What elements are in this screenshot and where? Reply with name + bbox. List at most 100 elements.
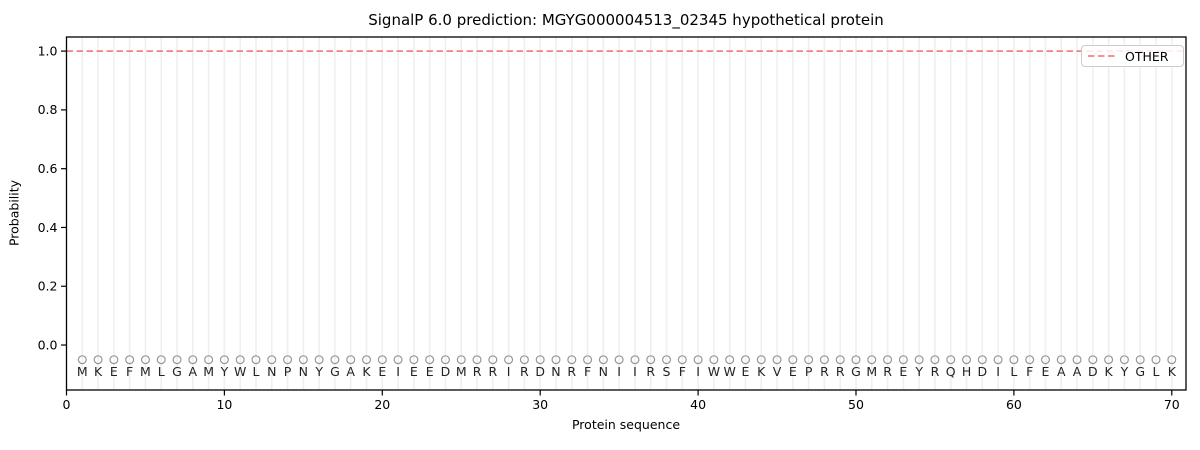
x-axis-label: Protein sequence xyxy=(571,417,681,432)
residue-marker xyxy=(425,355,435,365)
residue-marker xyxy=(314,355,324,365)
residue-letter: E xyxy=(899,364,907,379)
residue-marker xyxy=(551,355,561,365)
residue-marker xyxy=(1119,355,1129,365)
residue-marker xyxy=(298,355,308,365)
residue-marker xyxy=(835,355,845,365)
x-tick-label: 10 xyxy=(216,397,232,412)
residue-marker xyxy=(204,355,214,365)
residue-letter: F xyxy=(584,364,591,379)
residue-letter: W xyxy=(234,364,246,379)
residue-marker xyxy=(693,355,703,365)
residue-letter: F xyxy=(1026,364,1033,379)
residue-marker xyxy=(456,355,466,365)
residue-letter: K xyxy=(1105,364,1114,379)
residue-letter: L xyxy=(158,364,165,379)
residue-marker xyxy=(188,355,198,365)
residue-marker xyxy=(1025,355,1035,365)
residue-letter: R xyxy=(836,364,845,379)
residue-marker xyxy=(946,355,956,365)
x-tick-label: 30 xyxy=(532,397,548,412)
residue-letter: A xyxy=(346,364,355,379)
chart-title: SignalP 6.0 prediction: MGYG000004513_02… xyxy=(368,11,884,29)
residue-marker xyxy=(646,355,656,365)
residue-letter: R xyxy=(820,364,829,379)
residue-marker xyxy=(251,355,261,365)
residue-letter: S xyxy=(663,364,671,379)
residue-marker xyxy=(725,355,735,365)
residue-letter: A xyxy=(189,364,198,379)
residue-letter: Y xyxy=(1120,364,1129,379)
legend: OTHER xyxy=(1081,45,1184,67)
residue-letter: M xyxy=(456,364,467,379)
residue-marker xyxy=(140,355,150,365)
residue-letter: N xyxy=(551,364,560,379)
residue-marker xyxy=(1040,355,1050,365)
residue-letter: K xyxy=(757,364,766,379)
residue-marker xyxy=(504,355,514,365)
residue-marker xyxy=(330,355,340,365)
residue-marker xyxy=(393,355,403,365)
residue-letter: M xyxy=(77,364,88,379)
legend-dashed-line-sample xyxy=(1088,55,1117,57)
residue-marker xyxy=(1167,355,1177,365)
residue-letter: G xyxy=(851,364,861,379)
residue-letter: K xyxy=(94,364,103,379)
residue-letter: R xyxy=(520,364,529,379)
residue-marker xyxy=(898,355,908,365)
residue-letter: W xyxy=(723,364,735,379)
residue-letter: D xyxy=(441,364,451,379)
residue-letter: R xyxy=(931,364,940,379)
residue-marker xyxy=(267,355,277,365)
residue-letter: Q xyxy=(946,364,956,379)
residue-letter: E xyxy=(110,364,118,379)
x-tick-label: 0 xyxy=(63,397,71,412)
y-tick-label: 0.8 xyxy=(38,102,58,117)
residue-letter: Y xyxy=(314,364,323,379)
residue-letter: D xyxy=(977,364,987,379)
residue-marker xyxy=(519,355,529,365)
x-tick-label: 70 xyxy=(1164,397,1180,412)
residue-marker xyxy=(1056,355,1066,365)
residue-letter: R xyxy=(488,364,497,379)
residue-marker xyxy=(914,355,924,365)
residue-letter: E xyxy=(410,364,418,379)
residue-letter: Y xyxy=(914,364,923,379)
x-tick-label: 50 xyxy=(848,397,864,412)
residue-marker xyxy=(1088,355,1098,365)
residue-marker xyxy=(993,355,1003,365)
residue-letter: A xyxy=(1073,364,1082,379)
residue-marker xyxy=(977,355,987,365)
residue-marker xyxy=(172,355,182,365)
residue-marker xyxy=(598,355,608,365)
residue-marker xyxy=(614,355,624,365)
residue-marker xyxy=(1151,355,1161,365)
residue-marker xyxy=(362,355,372,365)
residue-marker xyxy=(1135,355,1145,365)
residue-letter: R xyxy=(473,364,482,379)
residue-marker xyxy=(125,355,135,365)
residue-letter: L xyxy=(252,364,259,379)
residue-letter: E xyxy=(426,364,434,379)
y-tick-label: 0.6 xyxy=(38,161,58,176)
residue-marker xyxy=(567,355,577,365)
residue-letter: G xyxy=(172,364,182,379)
residue-letter: G xyxy=(1135,364,1145,379)
residue-marker xyxy=(109,355,119,365)
residue-letter: R xyxy=(883,364,892,379)
residue-marker xyxy=(377,355,387,365)
residue-marker xyxy=(1072,355,1082,365)
residue-marker xyxy=(804,355,814,365)
residue-marker xyxy=(235,355,245,365)
residue-marker xyxy=(409,355,419,365)
residue-letter: N xyxy=(267,364,276,379)
residue-letter: R xyxy=(646,364,655,379)
residue-marker xyxy=(1009,355,1019,365)
residue-letter: I xyxy=(617,364,621,379)
residue-marker xyxy=(283,355,293,365)
residue-letter: E xyxy=(1042,364,1050,379)
residue-letter: R xyxy=(567,364,576,379)
residue-marker xyxy=(156,355,166,365)
residue-marker xyxy=(346,355,356,365)
residue-letter: F xyxy=(126,364,133,379)
